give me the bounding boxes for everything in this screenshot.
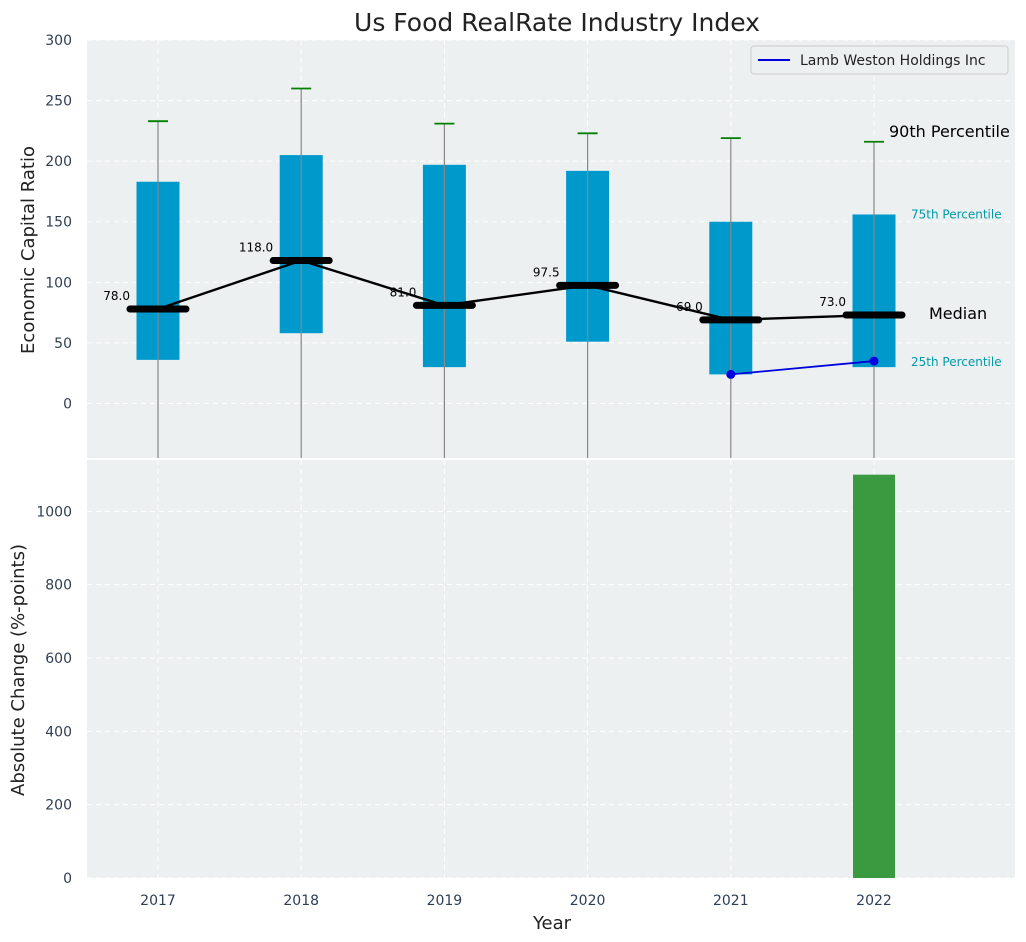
bottom-y-tick-label: 0 bbox=[63, 871, 72, 887]
top-y-tick-label: 300 bbox=[45, 33, 72, 49]
median-value-label: 97.5 bbox=[533, 265, 560, 279]
p75-annotation: 75th Percentile bbox=[911, 207, 1002, 221]
p25-annotation: 25th Percentile bbox=[911, 355, 1002, 369]
top-y-tick-label: 250 bbox=[45, 94, 72, 110]
company-line bbox=[730, 360, 875, 376]
company-point bbox=[869, 356, 879, 366]
top-y-axis-label: Economic Capital Ratio bbox=[18, 146, 39, 354]
x-tick-label: 2020 bbox=[570, 893, 606, 909]
bottom-y-tick-label: 200 bbox=[45, 798, 72, 814]
bottom-y-tick-label: 1000 bbox=[36, 504, 72, 520]
median-value-label: 69.0 bbox=[676, 300, 703, 314]
bottom-y-axis-label: Absolute Change (%-points) bbox=[8, 544, 29, 796]
top-y-tick-label: 50 bbox=[54, 336, 72, 352]
chart-title: Us Food RealRate Industry Index bbox=[354, 8, 760, 37]
bottom-y-tick-label: 800 bbox=[45, 578, 72, 594]
top-y-tick-label: 200 bbox=[45, 154, 72, 170]
x-tick-label: 2022 bbox=[856, 893, 892, 909]
bottom-y-tick-label: 400 bbox=[45, 724, 72, 740]
median-value-label: 78.0 bbox=[103, 289, 130, 303]
change-bar bbox=[853, 474, 895, 878]
x-tick-label: 2017 bbox=[140, 893, 176, 909]
bottom-grid bbox=[87, 460, 1015, 879]
top-y-tick-label: 0 bbox=[63, 396, 72, 412]
p90-annotation: 90th Percentile bbox=[889, 122, 1010, 141]
x-axis-label: Year bbox=[532, 913, 572, 934]
x-tick-label: 2021 bbox=[713, 893, 749, 909]
top-y-tick-label: 100 bbox=[45, 275, 72, 291]
median-value-label: 73.0 bbox=[819, 295, 846, 309]
bottom-y-ticks: 0 200 400 600 800 1000 bbox=[36, 504, 72, 887]
bottom-marks bbox=[853, 474, 895, 878]
top-y-tick-label: 150 bbox=[45, 215, 72, 231]
median-value-label: 81.0 bbox=[390, 285, 417, 299]
legend-box bbox=[750, 45, 1009, 75]
legend-entry: Lamb Weston Holdings Inc bbox=[800, 53, 986, 69]
x-tick-label: 2018 bbox=[283, 893, 319, 909]
bottom-y-tick-label: 600 bbox=[45, 651, 72, 667]
company-point bbox=[726, 369, 736, 379]
x-ticks: 2017 2018 2019 2020 2021 2022 bbox=[140, 893, 892, 909]
x-tick-label: 2019 bbox=[427, 893, 463, 909]
top-y-ticks: 0 50 100 150 200 250 300 bbox=[45, 33, 72, 412]
median-value-label: 118.0 bbox=[239, 241, 273, 255]
median-annotation: Median bbox=[929, 304, 987, 323]
legend: Lamb Weston Holdings Inc bbox=[750, 45, 1009, 75]
top-marks: 78.0 118.0 81.0 97.5 69.0 73.0 90th Percentile… bbox=[103, 87, 1010, 458]
